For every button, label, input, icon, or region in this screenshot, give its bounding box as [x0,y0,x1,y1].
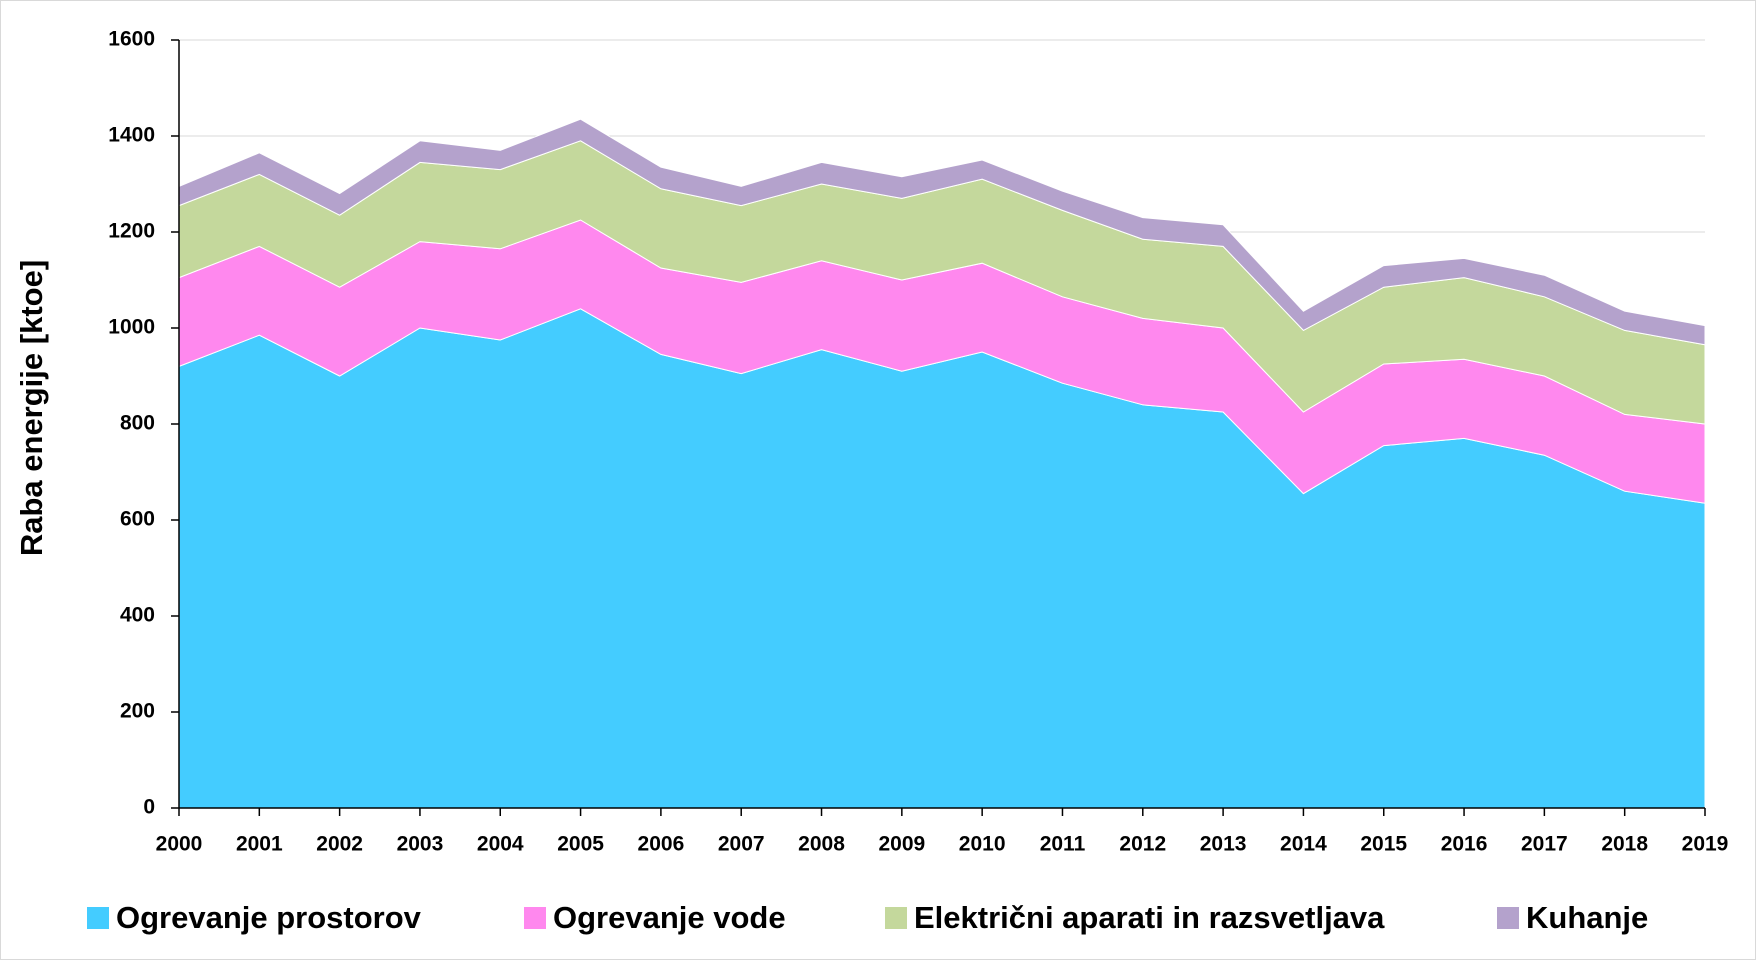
y-tick-label: 0 [143,796,155,819]
x-tick-label: 2014 [1280,833,1327,856]
y-tick-label: 1200 [108,220,155,243]
x-tick-label: 2008 [798,833,845,856]
x-tick-label: 2002 [316,833,363,856]
x-tick-label: 2000 [156,833,203,856]
x-tick-label: 2016 [1441,833,1488,856]
legend-swatch [1497,907,1519,929]
y-tick-label: 1400 [108,124,155,147]
area [178,118,1706,346]
y-tick-label: 800 [120,412,155,435]
x-tick-label: 2007 [718,833,765,856]
legend-swatch [885,907,907,929]
y-tick-label: 400 [120,604,155,627]
x-tick-label: 2012 [1119,833,1166,856]
x-tick-label: 2005 [557,833,604,856]
x-tick-label: 2003 [397,833,444,856]
legend-swatch [524,907,546,929]
x-tick-label: 2011 [1040,833,1086,856]
legend-label: Ogrevanje prostorov [116,900,422,935]
x-tick-label: 2015 [1360,833,1407,856]
y-tick-label: 200 [120,700,155,723]
legend-label: Ogrevanje vode [553,900,786,935]
y-axis-title: Raba energije [ktoe] [14,260,49,556]
x-tick-label: 2004 [477,833,524,856]
y-tick-label: 1600 [108,28,155,51]
x-tick-label: 2009 [878,833,925,856]
legend-label: Kuhanje [1526,900,1648,935]
x-tick-label: 2013 [1200,833,1247,856]
y-tick-label: 1000 [108,316,155,339]
x-tick-label: 2017 [1521,833,1568,856]
legend-swatch [87,907,109,929]
x-tick-label: 2006 [638,833,685,856]
x-tick-label: 2018 [1601,833,1648,856]
x-tick-label: 2019 [1682,833,1729,856]
x-tick-label: 2010 [959,833,1006,856]
y-tick-label: 600 [120,508,155,531]
x-tick-label: 2001 [236,833,283,856]
legend-label: Električni aparati in razsvetljava [914,900,1385,935]
